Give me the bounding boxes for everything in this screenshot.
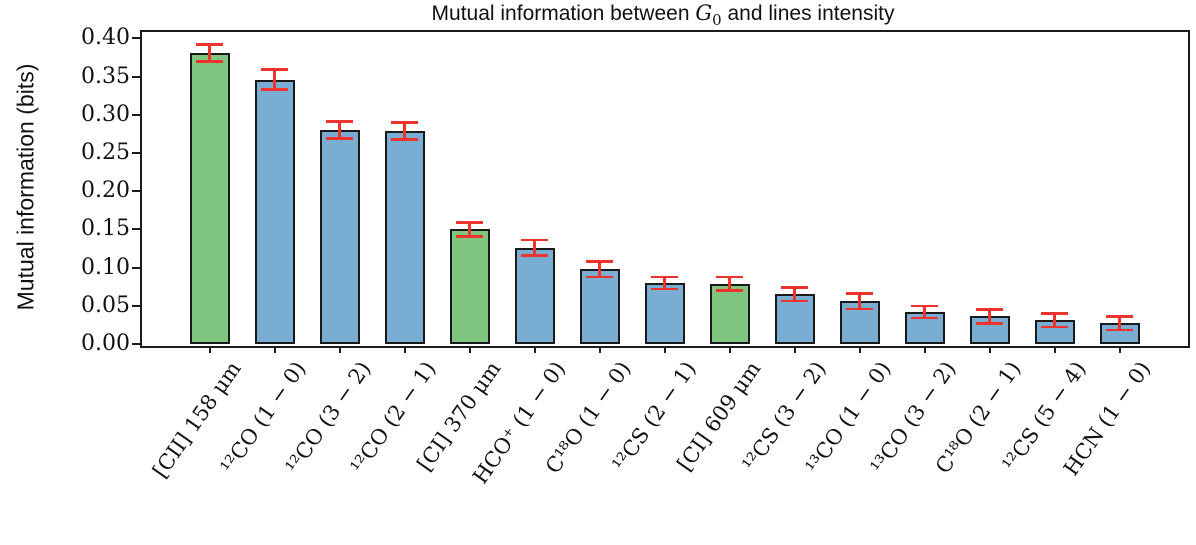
error-bar-cap (586, 260, 614, 263)
chart-title-math-var: G (695, 1, 713, 25)
error-bar-cap (976, 308, 1004, 311)
error-bar-cap (261, 88, 289, 91)
error-bar-cap (651, 287, 679, 291)
error-bar-cap (456, 221, 484, 224)
error-bar-line (1118, 316, 1121, 331)
error-bar-line (208, 44, 211, 62)
error-bar-cap (976, 322, 1004, 325)
y-tick-mark (132, 75, 140, 78)
error-bar-cap (326, 137, 354, 140)
y-tick-label: 0.25 (81, 140, 130, 165)
error-bar-line (728, 276, 731, 291)
bar-5 (449, 229, 490, 344)
error-bar-line (923, 305, 926, 319)
error-bar-cap (1106, 328, 1134, 332)
error-bar-line (858, 293, 861, 309)
error-bar-cap (391, 121, 419, 124)
error-bar-cap (911, 304, 939, 308)
error-bar-line (533, 240, 536, 256)
y-tick-label: 0.35 (81, 63, 130, 89)
error-bar-line (403, 122, 406, 140)
error-bar-cap (846, 292, 874, 295)
error-bar-cap (196, 60, 224, 63)
chart-title-math-sub: 0 (712, 11, 722, 30)
error-bar-cap (1041, 312, 1069, 315)
bar-1 (189, 52, 230, 344)
x-tick-mark (923, 346, 926, 353)
error-bar-line (1053, 313, 1056, 328)
y-tick-label: 0.20 (81, 178, 130, 204)
error-bar-cap (716, 289, 744, 292)
error-bar-cap (391, 138, 419, 141)
error-bar-cap (651, 275, 679, 279)
chart-title-prefix: Mutual information between (431, 2, 696, 25)
y-tick-label: 0.30 (81, 101, 130, 127)
bar-9 (709, 283, 750, 344)
error-bar-cap (521, 254, 549, 257)
x-tick-mark (403, 346, 406, 353)
bar-3 (319, 130, 360, 344)
error-bar-line (598, 261, 601, 277)
error-bar-cap (716, 275, 744, 279)
error-bar-cap (586, 275, 614, 279)
x-tick-mark (793, 346, 796, 353)
y-tick-mark (132, 266, 140, 269)
y-tick-label: 0.15 (81, 216, 130, 242)
error-bar-cap (1041, 325, 1069, 329)
error-bar-line (338, 121, 341, 139)
bar-8 (644, 282, 685, 344)
x-tick-mark (468, 346, 471, 353)
x-tick-mark (858, 346, 861, 353)
error-bar-cap (326, 120, 354, 123)
x-tick-mark (663, 346, 666, 353)
x-tick-mark (598, 346, 601, 353)
y-tick-mark (132, 304, 140, 307)
x-tick-mark (533, 346, 536, 353)
chart-title: Mutual information between G0 and lines … (140, 1, 1186, 30)
chart-title-suffix: and lines intensity (721, 2, 895, 25)
x-tick-mark (1053, 346, 1056, 353)
y-tick-label: 0.10 (81, 254, 130, 280)
y-tick-label: 0.00 (81, 331, 130, 356)
x-tick-mark (208, 346, 211, 353)
y-tick-mark (132, 228, 140, 231)
y-axis-label: Mutual information (bits) (12, 63, 39, 311)
y-tick-label: 0.05 (81, 292, 130, 318)
x-tick-mark (1118, 346, 1121, 353)
bar-4 (384, 130, 425, 344)
bar-7 (579, 269, 620, 344)
error-bar-line (793, 287, 796, 302)
y-tick-mark (132, 190, 140, 193)
error-bar-line (988, 309, 991, 324)
x-tick-mark (988, 346, 991, 353)
y-tick-mark (132, 343, 140, 345)
error-bar-cap (781, 299, 809, 303)
error-bar-cap (196, 43, 224, 46)
bar-2 (254, 79, 295, 344)
x-tick-mark (338, 346, 341, 353)
error-bar-cap (261, 68, 289, 71)
y-tick-mark (132, 113, 140, 116)
error-bar-line (663, 276, 666, 289)
bar-6 (514, 247, 555, 344)
y-tick-mark (132, 37, 140, 40)
error-bar-cap (456, 235, 484, 238)
y-tick-label: 0.40 (81, 25, 130, 51)
error-bar-cap (781, 286, 809, 289)
error-bar-line (468, 222, 471, 237)
error-bar-cap (911, 316, 939, 320)
error-bar-cap (1106, 315, 1134, 318)
x-tick-mark (728, 346, 731, 353)
y-tick-mark (132, 152, 140, 154)
error-bar-cap (846, 307, 874, 311)
error-bar-line (273, 69, 276, 90)
error-bar-cap (521, 238, 549, 242)
x-tick-mark (273, 346, 276, 353)
